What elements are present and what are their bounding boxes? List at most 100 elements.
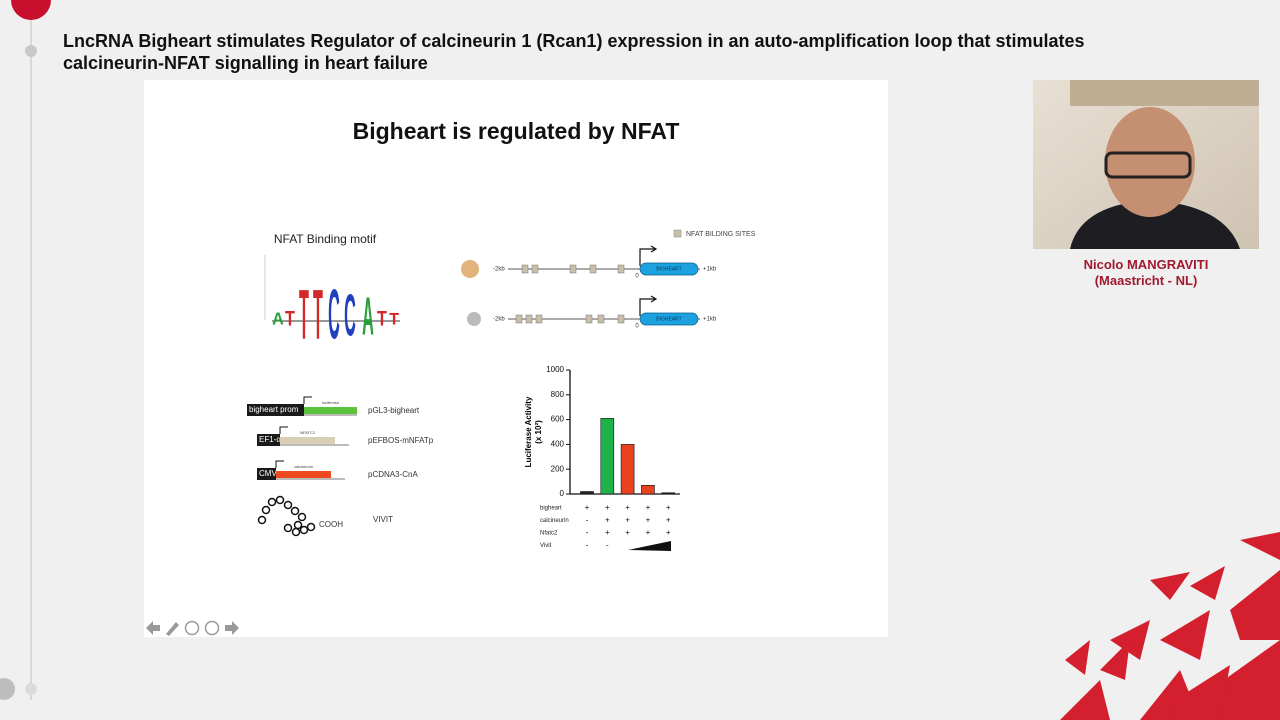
motif-letter: C [344, 284, 356, 349]
peptide-bead [267, 497, 277, 507]
peptide-name: VIVIT [373, 515, 393, 524]
motif-letter: A [272, 309, 284, 329]
mouse-icon [467, 312, 481, 326]
binding-site [525, 314, 533, 324]
peptide-bead [261, 505, 271, 515]
nav[interactable] [146, 620, 239, 636]
condition-name: bigheart [540, 506, 562, 512]
insert-label: luciferase [322, 400, 340, 405]
motif-letter: T [377, 308, 387, 332]
condition-name: Vivit [540, 543, 552, 549]
slide [144, 80, 888, 637]
binding-site [617, 264, 625, 274]
binding-site [521, 264, 529, 274]
condition-sign: + [605, 528, 610, 537]
tss-flag [279, 426, 288, 434]
promoter-box [247, 404, 304, 416]
bar [600, 418, 615, 495]
binding-site [617, 314, 625, 324]
peptide-bead [275, 495, 285, 505]
legend-swatch [673, 229, 682, 238]
legend-text: NFAT BILDING SITES [686, 231, 756, 238]
nav-zoom[interactable] [184, 620, 200, 636]
binding-site [569, 264, 577, 274]
peptide-bead [291, 527, 301, 537]
peptide-bead [299, 525, 309, 535]
condition-sign: + [585, 503, 590, 512]
bar [661, 492, 676, 495]
y-tick-label: 0 [560, 489, 565, 498]
motif-title: NFAT Binding motif [274, 232, 377, 246]
binding-site [515, 314, 523, 324]
binding-site [597, 314, 605, 324]
motif-letter: T [299, 275, 309, 354]
binding-site [535, 314, 543, 324]
tss-arrow [639, 295, 658, 316]
y-axis-label: Luciferase Activity [524, 396, 533, 467]
gene-start: 0 [635, 274, 639, 280]
motif-letter: A [362, 287, 374, 347]
condition-sign: + [646, 503, 651, 512]
gene-box [639, 312, 699, 326]
condition-sign: - [586, 541, 589, 550]
insert-label: calcineurin [294, 464, 313, 469]
bar [620, 444, 635, 495]
peptide-bead [293, 520, 303, 530]
construct-name: pGL3-bigheart [368, 406, 420, 415]
speaker-glasses [1104, 151, 1192, 179]
tss-flag [275, 460, 284, 468]
condition-sign: + [605, 516, 610, 525]
nav-pen[interactable] [166, 622, 179, 636]
insert-label: NFATC2 [300, 430, 316, 435]
speaker-head [1105, 107, 1195, 217]
construct-name: pCDNA3-CnA [368, 470, 418, 479]
gene-diagram: -2kb +1kb 0 BIGHEART -2kb +1kb 0 BIGHEART [461, 245, 717, 330]
timeline-dot [25, 45, 37, 57]
peptide-bead [297, 512, 307, 522]
condition-name: calcineurin [540, 518, 569, 524]
motif-letter: T [285, 308, 295, 332]
nav-more[interactable] [204, 620, 220, 636]
gene-start: 0 [635, 324, 639, 330]
y-tick-label: 200 [551, 464, 565, 473]
peptide-bead [283, 523, 293, 533]
y-tick-label: 1000 [546, 365, 564, 374]
condition-name: Nfatc2 [540, 531, 558, 537]
condition-sign: + [666, 516, 671, 525]
gene-right: +1kb [703, 317, 717, 323]
speaker-affiliation: (Maastricht - NL) [1094, 273, 1198, 288]
gene-left: -2kb [493, 267, 505, 273]
video-background [1070, 80, 1259, 106]
peptide-bead [306, 522, 316, 532]
bar [580, 491, 594, 495]
dose-wedge [628, 541, 671, 551]
condition-sign: + [605, 503, 610, 512]
condition-sign: + [666, 528, 671, 537]
gene-box [639, 262, 699, 276]
binding-site [589, 264, 597, 274]
nav-prev[interactable] [146, 621, 160, 635]
y-tick-label: 600 [551, 415, 565, 424]
header-title: LncRNA Bigheart stimulates Regulator of … [63, 31, 1085, 73]
y-tick-label: 800 [551, 390, 565, 399]
motif-letter: T [313, 275, 323, 354]
timeline-dot [25, 683, 37, 695]
tss-flag [303, 396, 312, 404]
nav-next[interactable] [225, 621, 239, 635]
y-axis-unit: (x 10²) [534, 420, 543, 444]
binding-site [585, 314, 593, 324]
promoter-label: bigheart prom [249, 405, 299, 414]
insert-bar [280, 437, 335, 444]
condition-sign: + [625, 503, 630, 512]
insert-bar [276, 471, 331, 478]
decoration [1060, 532, 1280, 720]
gene-left: -2kb [493, 317, 505, 323]
gene-right: +1kb [703, 267, 717, 273]
condition-sign: + [646, 528, 651, 537]
human-icon [461, 260, 479, 278]
construct-name: pEFBOS-mNFATp [368, 436, 434, 445]
speaker-body [1070, 200, 1240, 249]
promoter-box [257, 434, 280, 446]
